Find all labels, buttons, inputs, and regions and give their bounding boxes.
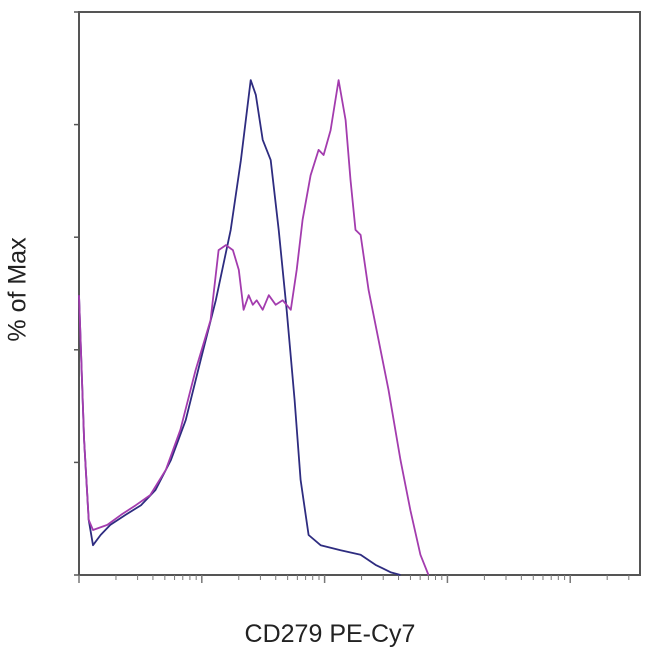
series-line-1 xyxy=(78,79,401,576)
plot-frame xyxy=(78,11,641,576)
x-axis-label: CD279 PE-Cy7 xyxy=(244,620,416,648)
y-axis-label: % of Max xyxy=(3,237,32,342)
series-line-2 xyxy=(78,79,430,576)
axis-ticks xyxy=(74,11,630,583)
series-lines xyxy=(78,79,430,576)
